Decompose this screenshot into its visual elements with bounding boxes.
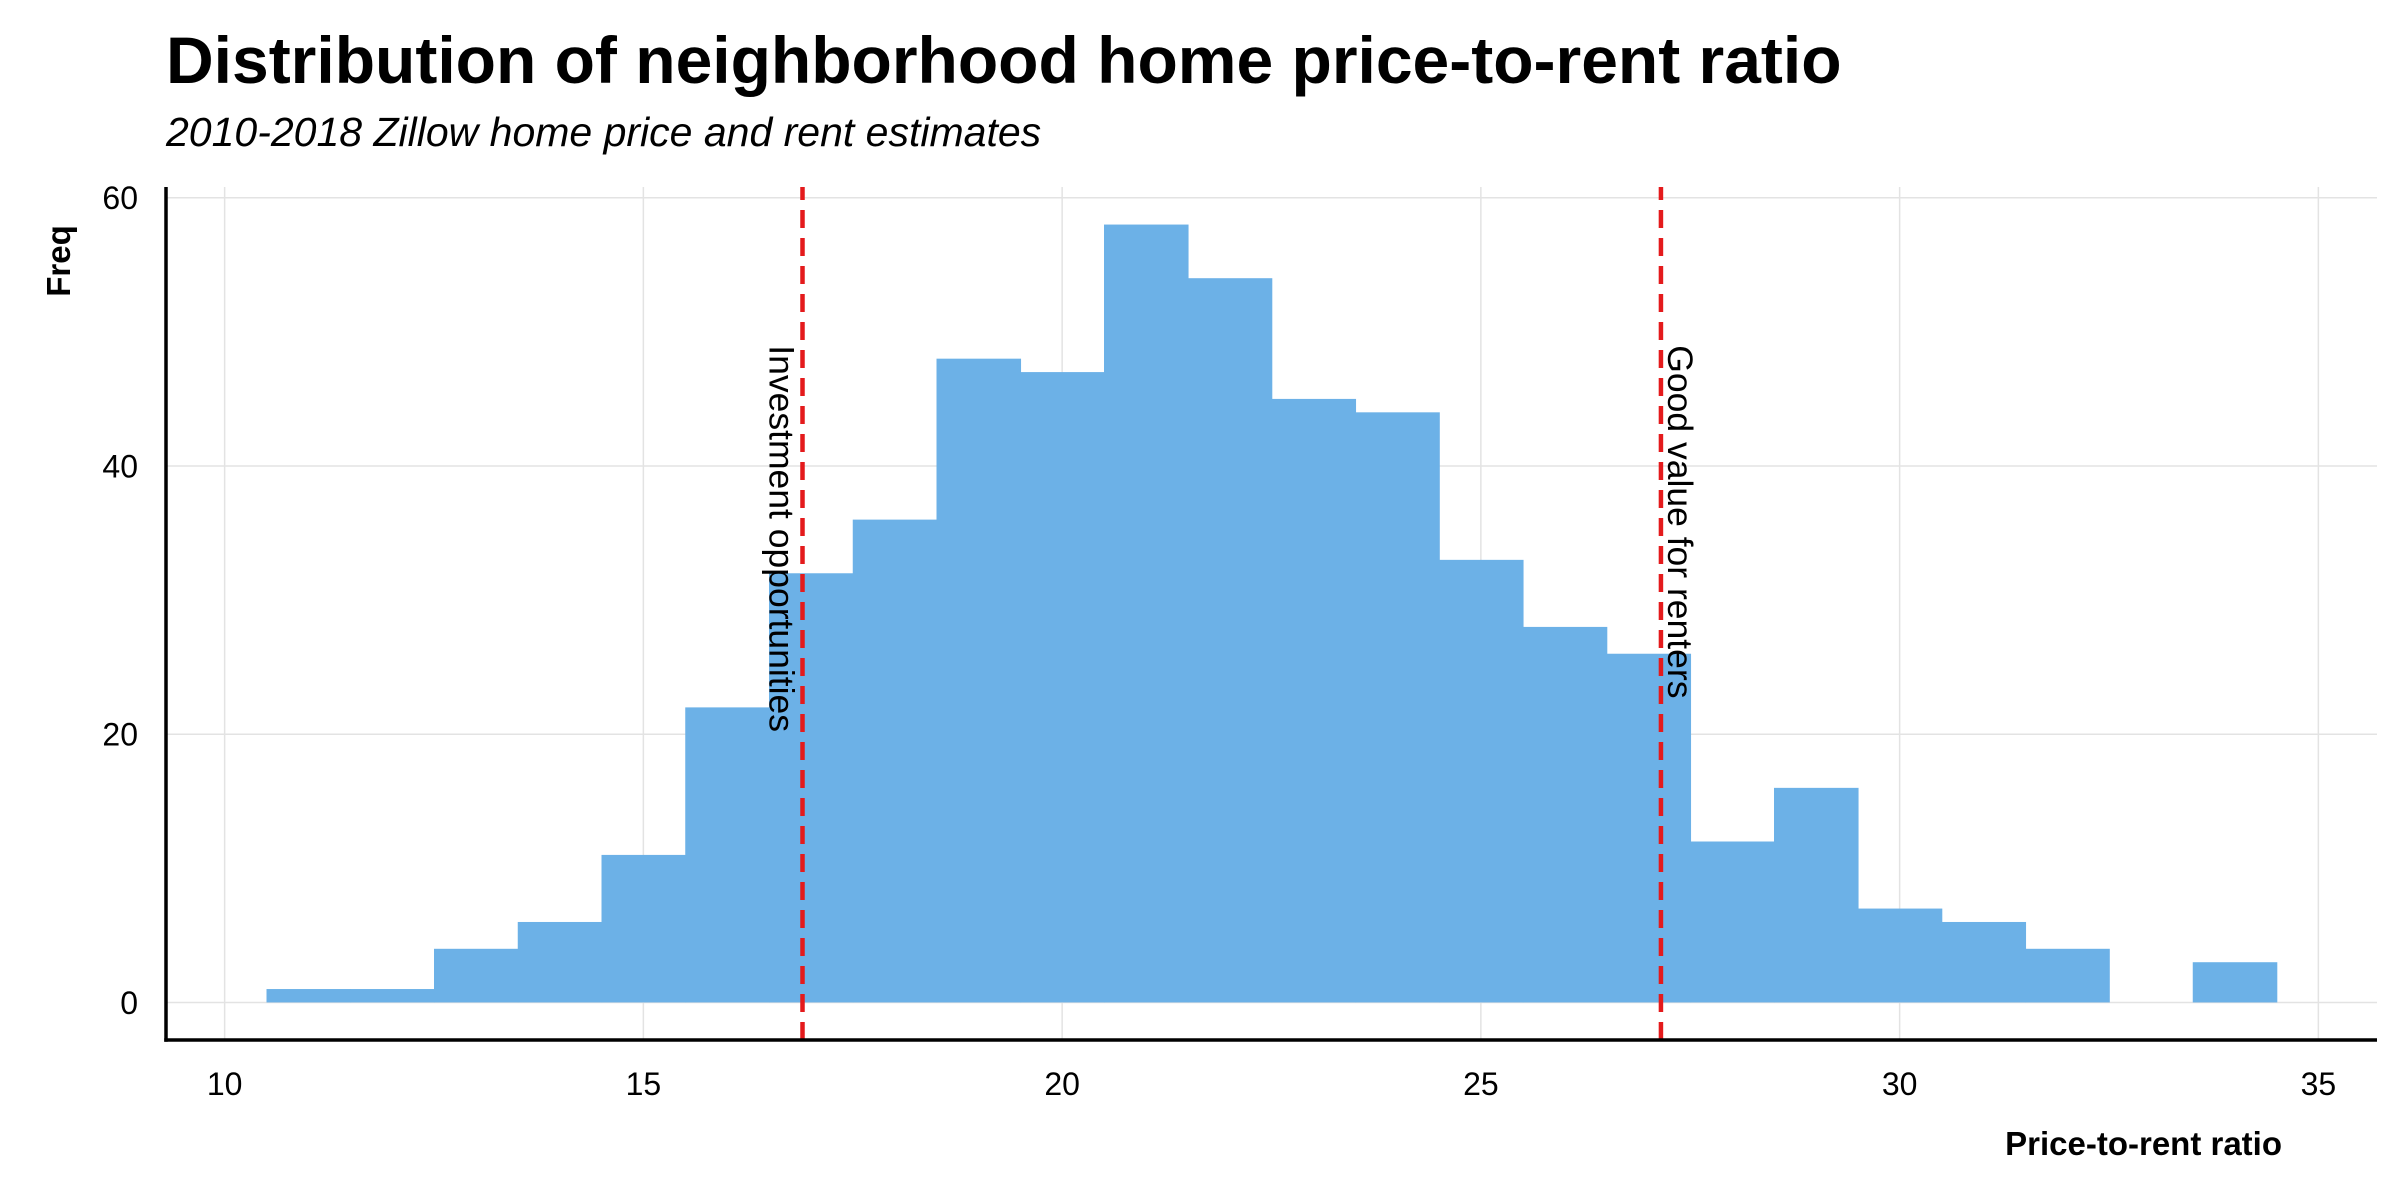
histogram-bar [434, 948, 519, 1003]
chart-subtitle: 2010-2018 Zillow home price and rent est… [165, 109, 1041, 155]
histogram-bar [1104, 224, 1189, 1003]
x-tick-labels: 10 15 20 25 30 35 [207, 1066, 2336, 1102]
x-tick-label: 35 [2301, 1066, 2337, 1102]
histogram-bar [685, 707, 770, 1003]
x-tick-label: 15 [626, 1066, 662, 1102]
x-tick-label: 20 [1044, 1066, 1080, 1102]
y-axis-title: Freq [40, 225, 77, 297]
x-axis-title: Price-to-rent ratio [2005, 1125, 2282, 1162]
histogram-bar [1187, 278, 1273, 1003]
chart-title: Distribution of neighborhood home price-… [166, 23, 1842, 97]
reference-line-label: Investment opportunities [762, 345, 802, 732]
histogram-bar [1941, 921, 2027, 1003]
histogram-bar [936, 358, 1022, 1003]
histogram-bar [1857, 908, 1943, 1003]
histogram-bar [1271, 398, 1357, 1003]
histogram-bar [2025, 948, 2110, 1003]
histogram-bar [1020, 372, 1105, 1003]
x-tick-label: 25 [1463, 1066, 1499, 1102]
histogram-bar [266, 989, 352, 1003]
histogram-bar [2192, 962, 2278, 1003]
x-tick-label: 30 [1882, 1066, 1918, 1102]
reference-line-labels: Investment opportunities Good value for r… [762, 345, 1700, 732]
histogram-bar [1439, 559, 1524, 1003]
y-tick-label: 60 [102, 180, 138, 216]
histogram-bar [1522, 626, 1608, 1003]
histogram-bars [266, 224, 2278, 1003]
histogram-bar [601, 854, 687, 1003]
x-tick-label: 10 [207, 1066, 243, 1102]
histogram-bar [350, 989, 435, 1003]
histogram-bar [1355, 412, 1440, 1003]
histogram-bar [1690, 841, 1775, 1003]
histogram-bar [517, 921, 603, 1003]
histogram-bar [852, 519, 938, 1003]
histogram-bar [1774, 787, 1859, 1003]
reference-line-label: Good value for renters [1660, 345, 1700, 698]
reference-lines [800, 187, 1664, 1040]
histogram-bar [1606, 653, 1692, 1003]
y-tick-labels: 0 20 40 60 [102, 180, 138, 1021]
histogram-bar [769, 573, 854, 1003]
y-tick-label: 40 [102, 448, 138, 484]
y-tick-label: 20 [102, 717, 138, 753]
y-tick-label: 0 [120, 985, 138, 1021]
